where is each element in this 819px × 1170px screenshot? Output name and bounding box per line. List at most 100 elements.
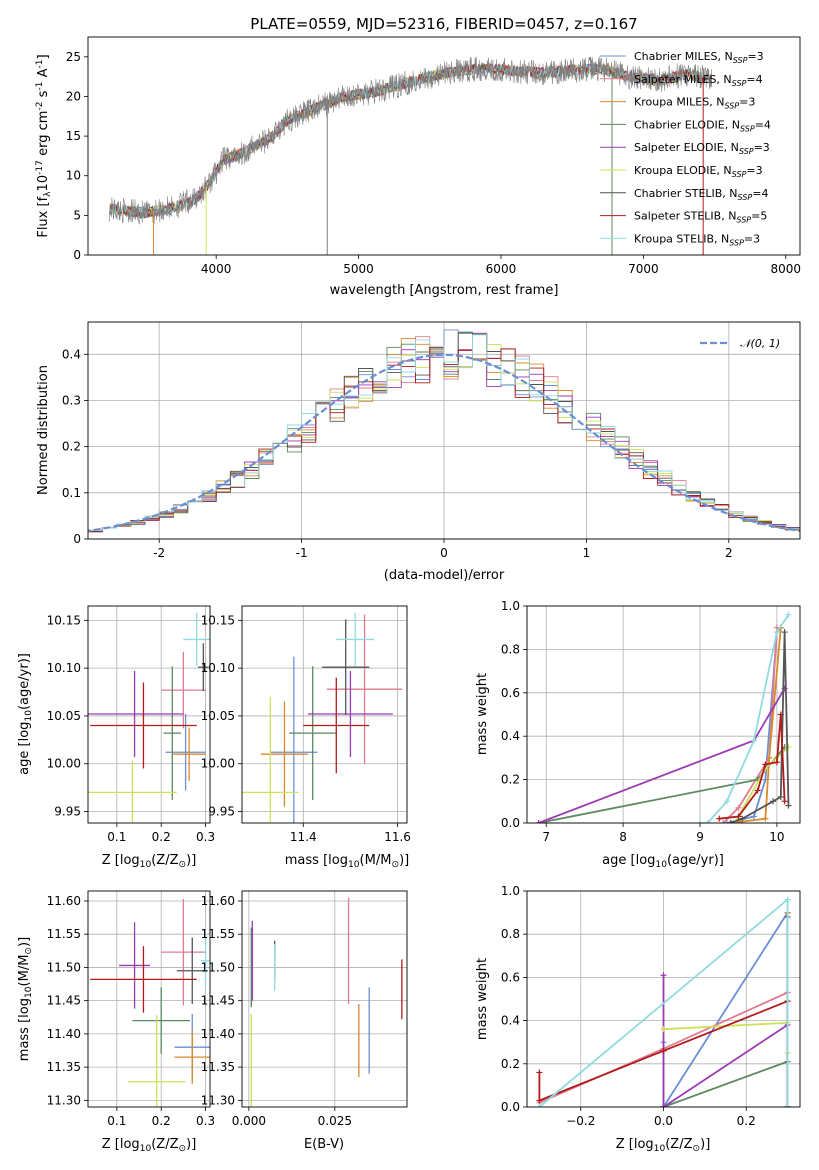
- series-marker: [660, 972, 667, 979]
- line-plot: [535, 611, 792, 823]
- series-marker: [536, 1069, 543, 1076]
- series-marker: [785, 611, 792, 618]
- legend-label: 𝒩(0, 1): [740, 337, 780, 350]
- axes-frame: [241, 890, 408, 1108]
- y-tick-label: 0.4: [501, 1014, 520, 1028]
- series-marker: [770, 798, 777, 805]
- y-tick-label: 11.35: [201, 1060, 235, 1074]
- x-tick-label: 0.3: [196, 830, 215, 844]
- y-axis-label: Flux [fλ​10-17​ erg cm-2​ s-1​ A-1​]: [35, 54, 53, 237]
- x-tick-label: 0.025: [318, 1114, 352, 1128]
- y-tick-label: 9.95: [54, 805, 81, 819]
- x-axis-label: mass [log10​(M/M⊙​)]: [285, 853, 409, 870]
- x-tick-label: 9: [696, 830, 704, 844]
- x-tick-label: 0.2: [737, 1114, 756, 1128]
- axes-residuals: -2 -1 0 1 2 0 0.1 0.2 0.3 0.4 (data-model)/error No…: [36, 321, 801, 583]
- errorbar-point: [183, 612, 210, 667]
- y-tick-label: 10.05: [47, 709, 81, 723]
- axes-mass-vs-Z: 0.1 0.2 0.3 11.30 11.35 11.40 11.45 11.50 11.55 1…: [17, 890, 215, 1154]
- x-axis-label: age [log10​(age/yr)]: [602, 853, 724, 870]
- legend-label: Chabrier MILES, NSSP=3: [634, 50, 764, 65]
- x-tick-label: 0.2: [152, 830, 171, 844]
- series-marker: [762, 761, 769, 768]
- x-tick-label: 11.4: [290, 830, 317, 844]
- axes-frame: [526, 890, 801, 1108]
- x-tick-label: -2: [153, 546, 165, 560]
- y-tick-label: 11.50: [47, 960, 81, 974]
- errorbar-plot: [90, 898, 210, 1107]
- y-tick-label: 11.50: [201, 960, 235, 974]
- y-tick-label: 0: [73, 532, 81, 546]
- series-marker: [660, 1104, 667, 1107]
- x-tick-label: 0.1: [107, 830, 126, 844]
- x-tick-label: 8000: [770, 262, 801, 276]
- axes-spectrum: 4000 5000 6000 7000 8000 0 5 10 15 20 25 PLATE=0559…: [35, 15, 801, 298]
- histogram-step: [88, 334, 800, 535]
- series-marker: [784, 1104, 791, 1107]
- errorbar-point: [174, 1030, 210, 1084]
- axes-frame: [87, 36, 801, 256]
- legend-label: Kroupa STELIB, NSSP=3: [634, 232, 760, 247]
- series-marker: [720, 820, 727, 823]
- errorbar-plot: [88, 612, 210, 823]
- y-tick-label: 5: [73, 208, 81, 222]
- errorbar-point: [127, 1015, 186, 1107]
- x-tick-label: 0.1: [107, 1114, 126, 1128]
- y-tick-label: 20: [66, 89, 81, 103]
- y-tick-label: 0.2: [62, 440, 81, 454]
- y-tick-label: 15: [66, 129, 81, 143]
- x-tick-label: 6000: [486, 262, 517, 276]
- y-tick-label: 0.0: [501, 1100, 520, 1114]
- y-tick-label: 0.0: [501, 816, 520, 830]
- series-line: [722, 627, 778, 823]
- x-tick-label: 5000: [343, 262, 374, 276]
- errorbar-point: [326, 614, 403, 764]
- y-tick-label: 11.40: [47, 1027, 81, 1041]
- x-tick-label: 7: [542, 830, 550, 844]
- series-marker: [535, 820, 542, 823]
- legend-label: Kroupa MILES, NSSP=3: [634, 96, 755, 111]
- line-plot: [536, 896, 791, 1107]
- series-marker: [777, 711, 784, 718]
- y-tick-label: 25: [66, 50, 81, 64]
- errorbar-point: [119, 922, 151, 1009]
- errorbar-point: [198, 643, 209, 692]
- x-axis-label: Z [log10​(Z/Z⊙​)]: [102, 853, 197, 870]
- legend-label: Salpeter MILES, NSSP=4: [634, 73, 763, 88]
- series-marker: [762, 815, 769, 822]
- legend-label: Salpeter STELIB, NSSP=5: [634, 210, 767, 225]
- series-marker: [773, 629, 780, 636]
- x-tick-label: 11.6: [384, 830, 411, 844]
- legend-label: Salpeter ELODIE, NSSP=3: [634, 141, 770, 156]
- series-marker: [697, 820, 704, 823]
- y-tick-label: 1.0: [501, 884, 520, 898]
- series-marker: [785, 802, 792, 809]
- errorbar-point: [336, 612, 374, 667]
- errorbar-point: [242, 696, 299, 823]
- series-marker: [660, 1047, 667, 1054]
- y-tick-label: 0.6: [501, 970, 520, 984]
- errorbar-point: [176, 937, 208, 1004]
- axes-age-vs-Z: 0.1 0.2 0.3 9.95 10.00 10.05 10.10 10.15 Z [log1…: [17, 605, 215, 870]
- legend: 𝒩(0, 1): [700, 337, 780, 350]
- series-marker: [766, 754, 773, 761]
- y-tick-label: 0.8: [501, 642, 520, 656]
- y-tick-label: 11.40: [201, 1027, 235, 1041]
- errorbar-point: [161, 898, 206, 1006]
- x-tick-label: 4000: [201, 262, 232, 276]
- x-tick-label: -1: [296, 546, 308, 560]
- y-axis-label: mass weight: [475, 673, 490, 755]
- errorbar-point: [90, 946, 197, 1013]
- series-line: [663, 1060, 789, 1107]
- legend-label: Chabrier STELIB, NSSP=4: [634, 187, 768, 202]
- series-marker: [739, 815, 746, 822]
- series-line: [719, 714, 786, 820]
- x-tick-label: 7000: [628, 262, 659, 276]
- y-tick-label: 11.45: [201, 994, 235, 1008]
- x-tick-label: 8: [619, 830, 627, 844]
- x-tick-label: 0.3: [196, 1114, 215, 1128]
- legend-label: Chabrier ELODIE, NSSP=4: [634, 118, 771, 133]
- series-marker: [784, 896, 791, 903]
- x-tick-label: 2: [725, 546, 733, 560]
- series-marker: [781, 629, 788, 636]
